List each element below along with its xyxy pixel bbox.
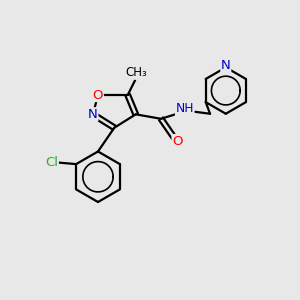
Text: N: N: [88, 108, 98, 121]
Text: NH: NH: [176, 103, 194, 116]
Text: N: N: [221, 59, 231, 72]
Text: CH₃: CH₃: [126, 66, 148, 79]
Text: Cl: Cl: [45, 156, 58, 169]
Text: O: O: [172, 135, 183, 148]
Text: O: O: [93, 88, 103, 101]
